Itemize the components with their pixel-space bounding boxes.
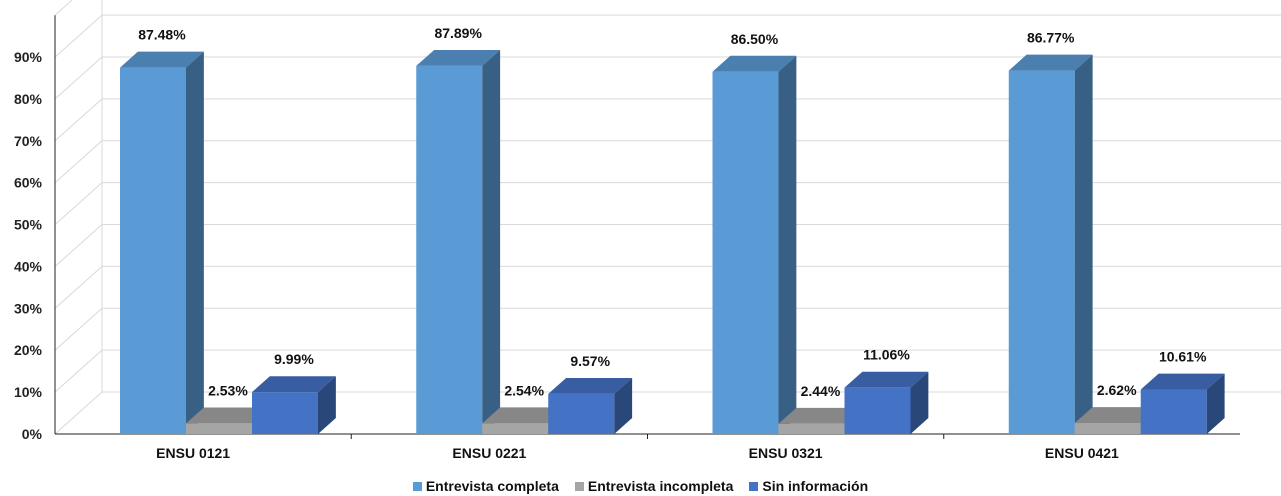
bar-front (1140, 389, 1207, 434)
grid (54, 0, 1281, 439)
bar-front (778, 423, 845, 434)
bar-top (712, 55, 797, 72)
y-tick-label: 50% (14, 217, 43, 233)
bar-side (482, 49, 501, 435)
bar-front (120, 67, 186, 434)
legend-label: Entrevista completa (425, 478, 559, 494)
y-tick-label: 20% (14, 342, 43, 358)
bar (416, 49, 501, 435)
bar-front (416, 65, 483, 434)
bar-top (778, 407, 863, 424)
data-label: 11.06% (863, 347, 910, 363)
bar-side (1074, 54, 1093, 434)
gridline-side (54, 140, 103, 184)
data-label: 10.61% (1159, 349, 1207, 365)
y-tick-label: 80% (14, 91, 43, 107)
bar (252, 376, 336, 434)
bar-top (120, 51, 204, 68)
bar-front (548, 393, 615, 434)
gridline-side (54, 182, 103, 225)
legend-label: Entrevista incompleta (587, 478, 734, 494)
legend-item-sin-informacion: Sin información (749, 478, 868, 494)
y-tick-label: 10% (14, 384, 43, 400)
data-label: 9.57% (570, 353, 610, 369)
legend-item-incompleta: Entrevista incompleta (574, 478, 734, 494)
data-label: 87.48% (138, 27, 186, 43)
bar-top (1140, 373, 1225, 390)
gridline-side (54, 14, 103, 58)
bar (1008, 54, 1093, 434)
data-label: 2.44% (801, 383, 841, 399)
bar-front (844, 387, 911, 434)
legend-swatch (412, 481, 422, 491)
data-label: 86.50% (731, 31, 779, 47)
data-label: 86.77% (1027, 30, 1075, 46)
gridline-side (54, 391, 103, 435)
gridline-side (54, 349, 103, 393)
bar-top (548, 377, 633, 394)
bar (548, 377, 633, 434)
bar-side (778, 55, 797, 434)
gridline-side (54, 265, 103, 309)
bar-top (1008, 54, 1093, 71)
bar-top (252, 376, 336, 393)
y-tick-label: 30% (14, 300, 43, 316)
y-tick-label: 40% (14, 258, 43, 274)
legend-swatch (574, 481, 584, 491)
legend: Entrevista completa Entrevista incomplet… (0, 476, 1281, 496)
gridline-side (54, 98, 103, 142)
y-tick-label: 0% (22, 426, 43, 442)
chart: 0% 10% 20% 30% 40% 50% 60% 70% 80% 90% 87.48% 2.53… (14, 0, 1281, 461)
data-label: 87.89% (434, 25, 482, 41)
data-label: 2.53% (208, 382, 248, 398)
x-category-label: ENSU 0421 (1045, 445, 1119, 461)
bar-top (482, 407, 567, 424)
bar-side (910, 371, 929, 434)
x-category-label: ENSU 0121 (156, 445, 230, 461)
x-axis-categories: ENSU 0121 ENSU 0221 ENSU 0321 ENSU 0421 (156, 445, 1119, 461)
bar-top (186, 407, 270, 424)
bar-front (186, 423, 252, 434)
gridline-side (54, 0, 73, 16)
bar-side (1206, 373, 1225, 434)
bar-side (318, 376, 336, 434)
bar-side (614, 377, 633, 434)
y-tick-label: 70% (14, 133, 43, 149)
y-tick-label: 90% (14, 49, 43, 65)
bar (844, 371, 929, 434)
bar (712, 55, 797, 434)
bar-side (186, 51, 204, 434)
bar-top (844, 371, 929, 388)
bar-front (712, 71, 779, 434)
legend-swatch (749, 481, 759, 491)
y-axis-ticks: 0% 10% 20% 30% 40% 50% 60% 70% 80% 90% (14, 49, 43, 442)
bar-top (416, 49, 501, 66)
legend-item-completa: Entrevista completa (412, 478, 559, 494)
x-category-label: ENSU 0221 (452, 445, 526, 461)
bars: 87.48% 2.53% 9.99% 87.89% 2.54% 9.57% 86.50% 2.… (120, 25, 1225, 435)
bar-front (252, 392, 318, 434)
data-label: 2.62% (1097, 382, 1137, 398)
y-tick-label: 60% (14, 175, 43, 191)
gridline-side (54, 307, 103, 351)
bar-front (1008, 70, 1075, 434)
bar (1140, 373, 1225, 434)
bar (120, 51, 204, 434)
bar-top (1074, 407, 1159, 424)
data-label: 2.54% (504, 382, 544, 398)
gridline-side (54, 224, 103, 267)
data-label: 9.99% (274, 351, 314, 367)
bar-front (482, 423, 549, 434)
legend-label: Sin información (762, 478, 869, 494)
bar-front (1074, 423, 1141, 434)
gridline-side (54, 56, 103, 100)
x-category-label: ENSU 0321 (749, 445, 823, 461)
